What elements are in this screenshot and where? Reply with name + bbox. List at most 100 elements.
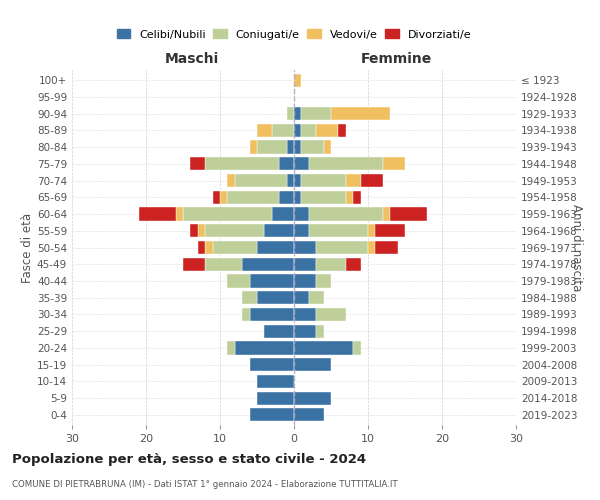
Bar: [338, 124, 346, 137]
Bar: [272, 124, 294, 137]
Bar: [294, 107, 301, 120]
Text: COMUNE DI PIETRABRUNA (IM) - Dati ISTAT 1° gennaio 2024 - Elaborazione TUTTITALI: COMUNE DI PIETRABRUNA (IM) - Dati ISTAT …: [12, 480, 398, 489]
Bar: [294, 392, 331, 404]
Bar: [257, 124, 272, 137]
Bar: [279, 190, 294, 204]
Bar: [294, 274, 316, 287]
Bar: [323, 140, 331, 153]
Bar: [383, 157, 405, 170]
Bar: [353, 342, 361, 354]
Bar: [183, 258, 205, 271]
Bar: [294, 241, 316, 254]
Bar: [301, 124, 316, 137]
Bar: [190, 157, 205, 170]
Bar: [294, 408, 323, 422]
Bar: [390, 208, 427, 220]
Bar: [301, 174, 346, 187]
Bar: [316, 324, 323, 338]
Bar: [205, 241, 212, 254]
Bar: [235, 342, 294, 354]
Bar: [309, 208, 383, 220]
Bar: [257, 291, 294, 304]
Bar: [220, 190, 227, 204]
Bar: [257, 375, 294, 388]
Bar: [250, 358, 294, 371]
Bar: [294, 208, 309, 220]
Bar: [198, 224, 205, 237]
Bar: [242, 291, 257, 304]
Text: Popolazione per età, sesso e stato civile - 2024: Popolazione per età, sesso e stato civil…: [12, 452, 366, 466]
Bar: [309, 224, 368, 237]
Bar: [294, 157, 309, 170]
Bar: [316, 258, 346, 271]
Text: Femmine: Femmine: [361, 52, 432, 66]
Bar: [250, 274, 294, 287]
Bar: [227, 274, 250, 287]
Bar: [346, 174, 361, 187]
Bar: [198, 241, 205, 254]
Bar: [316, 274, 331, 287]
Bar: [294, 74, 301, 86]
Bar: [301, 190, 346, 204]
Bar: [250, 308, 294, 321]
Bar: [346, 258, 361, 271]
Bar: [294, 224, 309, 237]
Y-axis label: Fasce di età: Fasce di età: [21, 212, 34, 282]
Bar: [190, 224, 198, 237]
Bar: [376, 224, 405, 237]
Bar: [353, 190, 361, 204]
Bar: [242, 258, 294, 271]
Bar: [227, 190, 279, 204]
Bar: [139, 208, 176, 220]
Bar: [309, 291, 323, 304]
Bar: [176, 208, 183, 220]
Bar: [294, 258, 316, 271]
Bar: [376, 241, 398, 254]
Bar: [257, 140, 287, 153]
Bar: [316, 241, 368, 254]
Bar: [287, 107, 294, 120]
Y-axis label: Anni di nascita: Anni di nascita: [570, 204, 583, 291]
Bar: [257, 241, 294, 254]
Bar: [309, 157, 383, 170]
Bar: [183, 208, 272, 220]
Bar: [301, 140, 323, 153]
Bar: [205, 258, 242, 271]
Bar: [250, 408, 294, 422]
Bar: [205, 224, 265, 237]
Bar: [294, 140, 301, 153]
Text: Maschi: Maschi: [165, 52, 219, 66]
Bar: [294, 291, 309, 304]
Bar: [257, 392, 294, 404]
Bar: [287, 140, 294, 153]
Bar: [294, 358, 331, 371]
Bar: [368, 241, 376, 254]
Bar: [368, 224, 376, 237]
Bar: [316, 308, 346, 321]
Bar: [287, 174, 294, 187]
Bar: [265, 324, 294, 338]
Bar: [346, 190, 353, 204]
Bar: [205, 157, 279, 170]
Bar: [294, 124, 301, 137]
Bar: [294, 308, 316, 321]
Bar: [301, 107, 331, 120]
Bar: [212, 241, 257, 254]
Bar: [331, 107, 390, 120]
Bar: [250, 140, 257, 153]
Bar: [361, 174, 383, 187]
Bar: [272, 208, 294, 220]
Bar: [383, 208, 390, 220]
Bar: [294, 324, 316, 338]
Bar: [227, 174, 235, 187]
Bar: [279, 157, 294, 170]
Bar: [242, 308, 250, 321]
Bar: [316, 124, 338, 137]
Bar: [235, 174, 287, 187]
Bar: [212, 190, 220, 204]
Bar: [294, 190, 301, 204]
Bar: [227, 342, 235, 354]
Bar: [265, 224, 294, 237]
Bar: [294, 174, 301, 187]
Legend: Celibi/Nubili, Coniugati/e, Vedovi/e, Divorziati/e: Celibi/Nubili, Coniugati/e, Vedovi/e, Di…: [113, 26, 475, 43]
